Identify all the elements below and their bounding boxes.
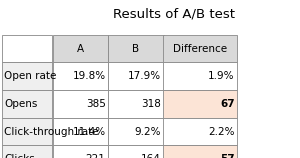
Bar <box>2 90 52 118</box>
Text: 9.2%: 9.2% <box>135 127 161 137</box>
Text: Click-through rate: Click-through rate <box>4 127 98 137</box>
Bar <box>2 35 52 62</box>
Bar <box>52 145 108 158</box>
Text: 17.9%: 17.9% <box>128 71 161 81</box>
Bar <box>164 35 237 62</box>
Text: 19.8%: 19.8% <box>73 71 106 81</box>
Text: 221: 221 <box>86 154 106 158</box>
Bar <box>108 62 164 90</box>
Text: B: B <box>132 44 139 54</box>
Text: 57: 57 <box>220 154 235 158</box>
Text: 318: 318 <box>141 99 161 109</box>
Bar <box>164 118 237 145</box>
Bar <box>164 90 237 118</box>
Text: Results of A/B test: Results of A/B test <box>113 8 235 21</box>
Bar <box>108 35 164 62</box>
Text: 385: 385 <box>86 99 106 109</box>
Text: Difference: Difference <box>173 44 227 54</box>
Text: 2.2%: 2.2% <box>208 127 235 137</box>
Bar <box>108 118 164 145</box>
Bar <box>2 145 52 158</box>
Bar <box>2 118 52 145</box>
Bar <box>164 145 237 158</box>
Bar <box>52 62 108 90</box>
Text: A: A <box>77 44 84 54</box>
Text: Opens: Opens <box>4 99 37 109</box>
Bar <box>108 145 164 158</box>
Text: 164: 164 <box>141 154 161 158</box>
Bar <box>2 62 52 90</box>
Bar <box>164 62 237 90</box>
Text: 67: 67 <box>220 99 235 109</box>
Bar <box>52 35 108 62</box>
Text: Open rate: Open rate <box>4 71 56 81</box>
Text: Clicks: Clicks <box>4 154 35 158</box>
Text: 11.4%: 11.4% <box>73 127 106 137</box>
Text: 1.9%: 1.9% <box>208 71 235 81</box>
Bar <box>52 90 108 118</box>
Bar <box>108 90 164 118</box>
Bar <box>52 118 108 145</box>
